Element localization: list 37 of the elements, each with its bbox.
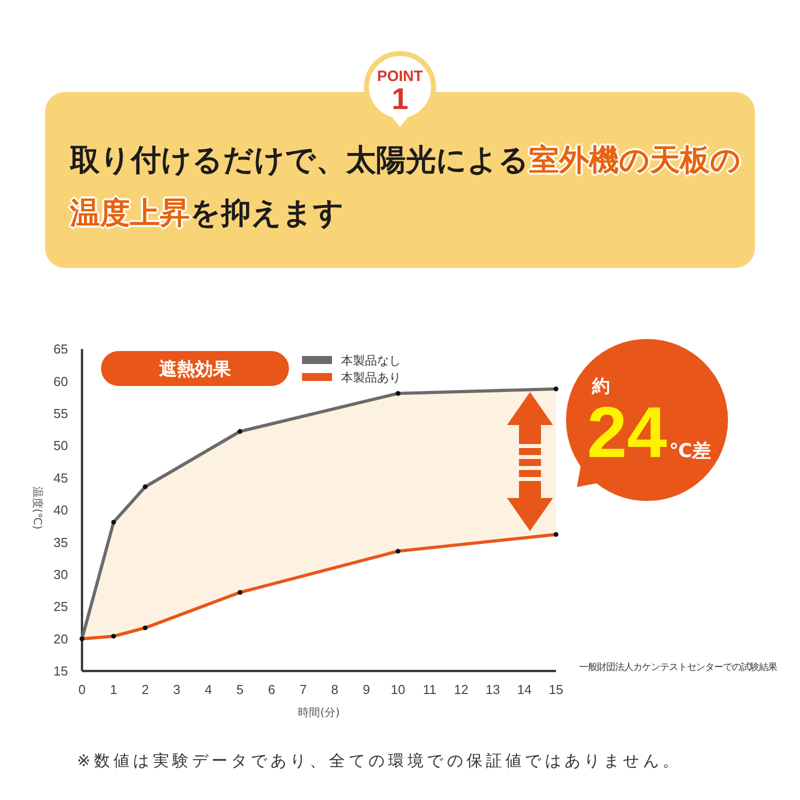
text: 遮熱効果 xyxy=(159,359,232,380)
y-tick-label: 35 xyxy=(54,534,68,550)
x-tick-label: 14 xyxy=(517,682,532,697)
x-tick-label: 0 xyxy=(78,682,86,697)
text: 一般財団法人カケンテストセンターでの試験結果 xyxy=(579,662,777,673)
x-tick-label: 11 xyxy=(422,682,436,697)
text: 約24℃差 xyxy=(587,376,712,473)
x-tick-label: 8 xyxy=(331,682,338,697)
text: ※数値は実験データであり、全ての環境での保証値ではありません。 xyxy=(77,751,682,770)
y-tick-label: 65 xyxy=(54,342,68,357)
x-tick-label: 1 xyxy=(110,682,118,697)
chart-title: 取り付けるだけで、太陽光による室外機の天板の温度上昇を抑えます xyxy=(70,143,741,231)
x-tick-label: 10 xyxy=(390,682,406,697)
y-tick-label: 40 xyxy=(54,502,68,518)
x-tick-label: 6 xyxy=(268,682,276,697)
y-tick-label: 20 xyxy=(54,631,68,646)
legend-label: 本製品あり xyxy=(341,370,401,384)
x-tick-label: 13 xyxy=(486,682,500,697)
x-tick-label: 12 xyxy=(454,682,468,697)
legend-label: 本製品なし xyxy=(341,354,401,368)
y-axis-title: 温度(℃) xyxy=(30,486,44,530)
x-tick-label: 3 xyxy=(173,682,180,697)
y-tick-label: 50 xyxy=(54,438,68,454)
y-tick-label: 55 xyxy=(54,406,68,421)
x-tick-label: 15 xyxy=(548,682,564,697)
x-tick-label: 7 xyxy=(300,682,307,697)
x-axis-title: 時間(分) xyxy=(298,706,340,719)
x-tick-label: 9 xyxy=(362,682,370,697)
y-tick-label: 30 xyxy=(54,567,68,582)
y-tick-label: 60 xyxy=(54,374,68,389)
x-tick-label: 4 xyxy=(204,682,212,697)
y-tick-label: 15 xyxy=(54,664,68,679)
y-tick-label: 45 xyxy=(54,470,68,486)
y-tick-label: 25 xyxy=(54,599,68,614)
x-tick-label: 5 xyxy=(236,682,244,697)
text: POINT 1 xyxy=(377,68,423,116)
x-tick-label: 2 xyxy=(142,682,149,697)
